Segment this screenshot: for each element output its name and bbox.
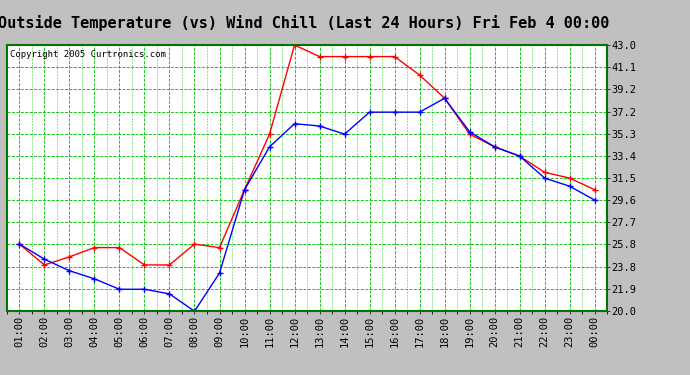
Text: Outside Temperature (vs) Wind Chill (Last 24 Hours) Fri Feb 4 00:00: Outside Temperature (vs) Wind Chill (Las… xyxy=(0,15,609,31)
Text: Copyright 2005 Curtronics.com: Copyright 2005 Curtronics.com xyxy=(10,50,166,59)
